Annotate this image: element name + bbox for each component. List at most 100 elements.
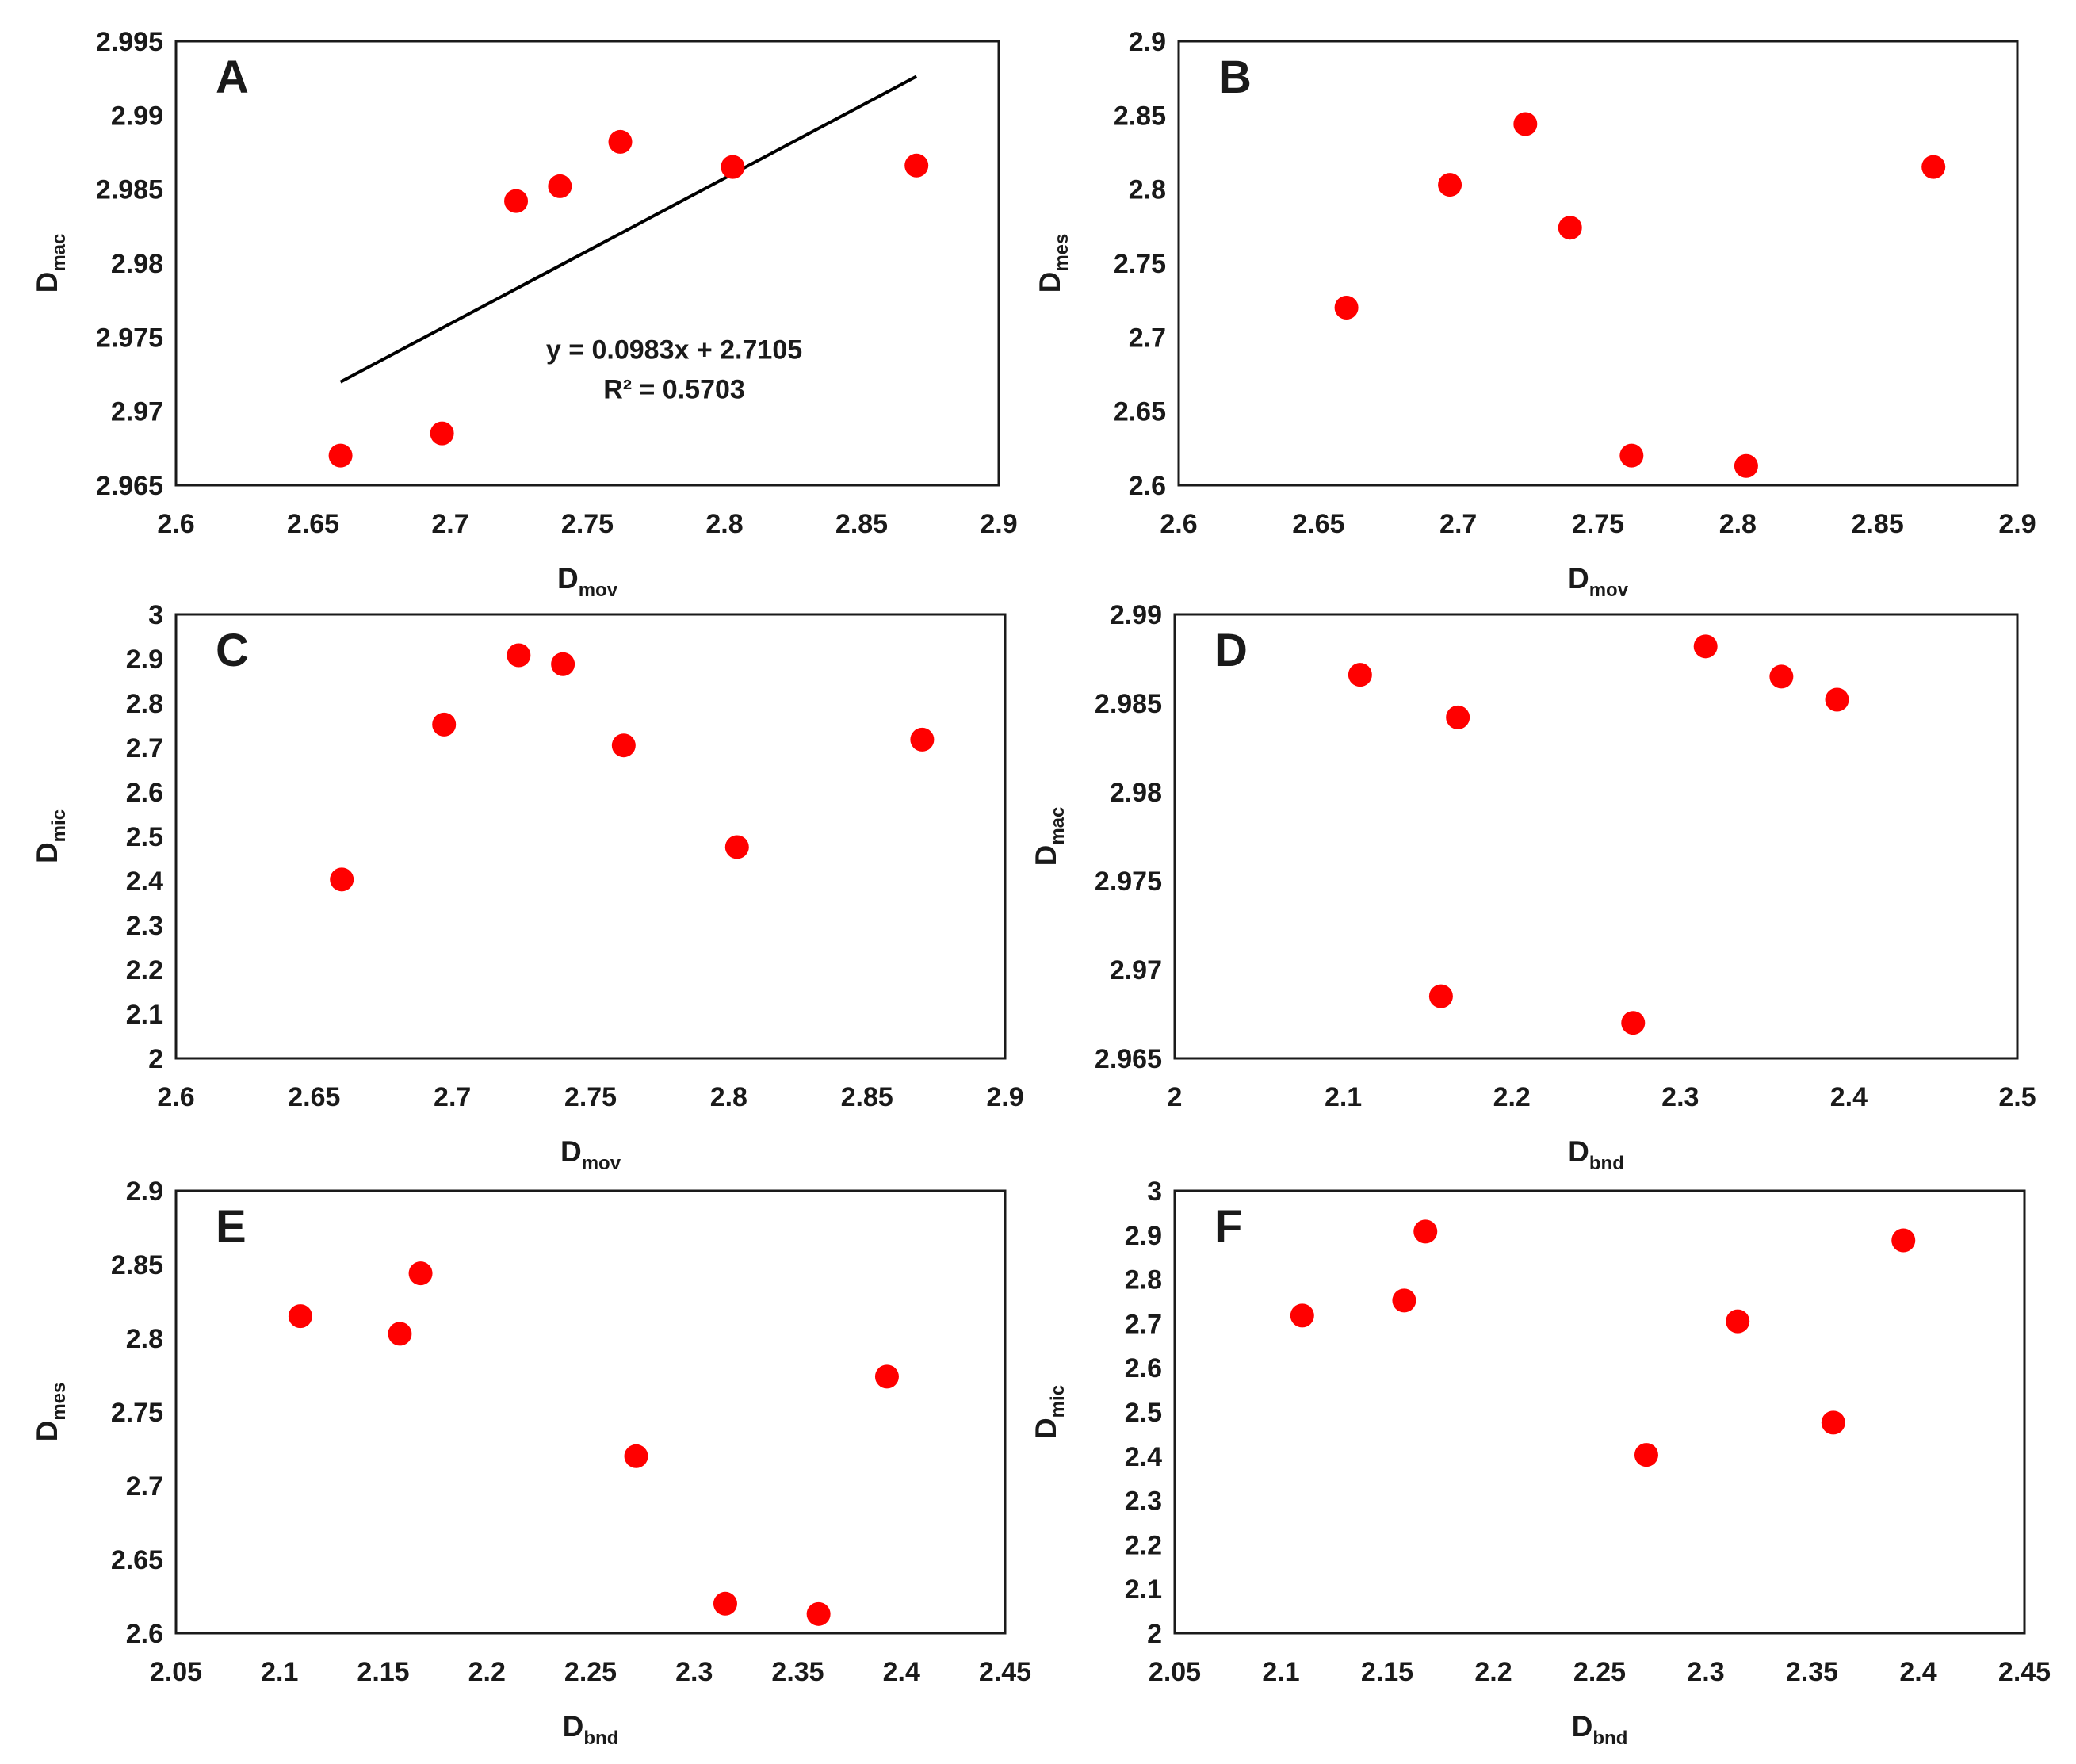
- y-tick-label: 2.99: [1110, 600, 1162, 630]
- y-tick-label: 2.1: [126, 1000, 163, 1030]
- x-tick-label: 2.1: [261, 1657, 298, 1687]
- x-axis-title-main: D: [557, 562, 579, 595]
- data-point: [504, 189, 529, 213]
- data-point: [874, 1364, 899, 1389]
- x-tick-label: 2.05: [1149, 1657, 1201, 1687]
- y-axis-title-main: D: [31, 1421, 63, 1442]
- x-axis-title-sub: bnd: [583, 1728, 618, 1749]
- data-point: [721, 155, 745, 179]
- x-tick-label: 2.6: [157, 1082, 194, 1112]
- y-tick-label: 2.6: [126, 1619, 163, 1649]
- y-tick-label: 2.5: [1125, 1398, 1162, 1428]
- x-tick-label: 2.2: [1474, 1657, 1512, 1687]
- plot-frame-d: [1173, 613, 2019, 1060]
- trend-r-squared: R² = 0.5703: [603, 374, 745, 404]
- x-axis-title-e: Dbnd: [563, 1710, 619, 1749]
- x-axis-title-d: Dbnd: [1568, 1135, 1624, 1174]
- y-tick-label: 3: [1147, 1177, 1162, 1207]
- plot-frame-f: [1173, 1189, 2026, 1635]
- x-axis-title-main: D: [1572, 1710, 1593, 1743]
- y-tick-label: 2.965: [96, 471, 163, 501]
- x-tick-label: 2.15: [1361, 1657, 1413, 1687]
- x-tick-label: 2.4: [1899, 1657, 1936, 1687]
- x-axis-title-a: Dmov: [557, 562, 618, 601]
- x-tick-label: 2.9: [980, 509, 1017, 539]
- x-tick-label: 2.3: [1661, 1082, 1699, 1112]
- data-point: [1290, 1303, 1314, 1328]
- data-point: [1428, 984, 1453, 1008]
- plot-frame-e: [174, 1189, 1007, 1635]
- data-point: [507, 643, 531, 668]
- data-point: [1734, 453, 1758, 478]
- y-tick-label: 2.6: [126, 778, 163, 808]
- y-tick-label: 2.7: [126, 1471, 163, 1502]
- x-tick-label: 2.65: [287, 509, 339, 539]
- y-tick-label: 2.97: [1110, 955, 1162, 985]
- x-axis-title-f: Dbnd: [1572, 1710, 1628, 1749]
- x-tick-label: 2.35: [1786, 1657, 1838, 1687]
- trendline-a: [339, 75, 918, 384]
- y-tick-label: 2.6: [1129, 471, 1166, 501]
- x-tick-label: 2.4: [1830, 1082, 1868, 1112]
- y-tick-label: 2: [1147, 1619, 1162, 1649]
- x-axis-title-main: D: [560, 1135, 582, 1168]
- y-tick-label: 3: [148, 600, 163, 630]
- y-tick-label: 2.985: [1095, 689, 1162, 719]
- data-point: [1513, 112, 1538, 136]
- data-point: [328, 443, 353, 468]
- data-point: [548, 174, 572, 198]
- data-point: [1334, 296, 1359, 320]
- x-tick-label: 2.05: [150, 1657, 202, 1687]
- y-axis-title-main: D: [1034, 272, 1066, 293]
- x-axis-title-main: D: [563, 1710, 584, 1743]
- y-tick-label: 2.975: [96, 323, 163, 353]
- y-tick-label: 2.995: [96, 27, 163, 57]
- y-tick-label: 2.6: [1125, 1353, 1162, 1383]
- data-point: [388, 1322, 412, 1346]
- panel-letter-f: F: [1214, 1201, 1242, 1253]
- y-tick-label: 2.98: [111, 249, 163, 279]
- y-axis-title-f: Dmic: [1030, 1385, 1069, 1439]
- y-axis-title-c: Dmic: [31, 809, 70, 863]
- x-tick-label: 2.25: [1573, 1657, 1626, 1687]
- y-tick-label: 2.85: [1114, 101, 1166, 131]
- x-tick-label: 2.7: [434, 1082, 471, 1112]
- panel-letter-d: D: [1214, 625, 1248, 676]
- data-point: [713, 1591, 737, 1616]
- panel-c: 2.6 2.65 2.7 2.75 2.8 2.85 2.9 2 2.1 2.2 2.3 2.4 2.5…: [31, 600, 1024, 1174]
- y-tick-label: 2.8: [1125, 1265, 1162, 1295]
- x-tick-label: 2.2: [468, 1657, 506, 1687]
- x-axis-title-b: Dmov: [1568, 562, 1629, 601]
- panel-f: 2.05 2.1 2.15 2.2 2.25 2.3 2.35 2.4 2.45 2 2.1 2.2 2…: [1030, 1177, 2051, 1749]
- y-tick-label: 2.3: [1125, 1487, 1162, 1517]
- y-tick-label: 2: [148, 1044, 163, 1074]
- data-point: [1621, 1011, 1646, 1035]
- y-tick-label: 2.5: [126, 822, 163, 852]
- data-point: [1446, 705, 1470, 729]
- data-point: [430, 421, 454, 446]
- data-point: [1825, 687, 1849, 712]
- y-tick-label: 2.7: [126, 733, 163, 763]
- y-tick-label: 2.985: [96, 175, 163, 205]
- x-axis-title-main: D: [1568, 562, 1589, 595]
- data-point: [806, 1601, 831, 1626]
- x-tick-label: 2.7: [431, 509, 468, 539]
- plot-frame-a: [174, 40, 1000, 487]
- x-tick-label: 2.4: [883, 1657, 920, 1687]
- data-point: [1558, 216, 1582, 240]
- panel-d: 2 2.1 2.2 2.3 2.4 2.5 2.965 2.97 2.975 2.98 2.985 2…: [1030, 600, 2036, 1174]
- y-tick-label: 2.85: [111, 1250, 163, 1280]
- x-tick-label: 2.8: [1719, 509, 1757, 539]
- x-tick-label: 2.45: [1998, 1657, 2051, 1687]
- x-tick-label: 2.1: [1325, 1082, 1362, 1112]
- x-tick-label: 2.8: [705, 509, 743, 539]
- panel-letter-c: C: [216, 625, 249, 676]
- y-tick-label: 2.9: [126, 645, 163, 675]
- y-tick-label: 2.2: [126, 955, 163, 985]
- data-point: [288, 1304, 312, 1329]
- x-tick-label: 2: [1168, 1082, 1183, 1112]
- y-axis-title-main: D: [1030, 1418, 1062, 1439]
- x-axis-title-sub: mov: [1589, 580, 1629, 601]
- y-axis-title-b: Dmes: [1034, 234, 1072, 293]
